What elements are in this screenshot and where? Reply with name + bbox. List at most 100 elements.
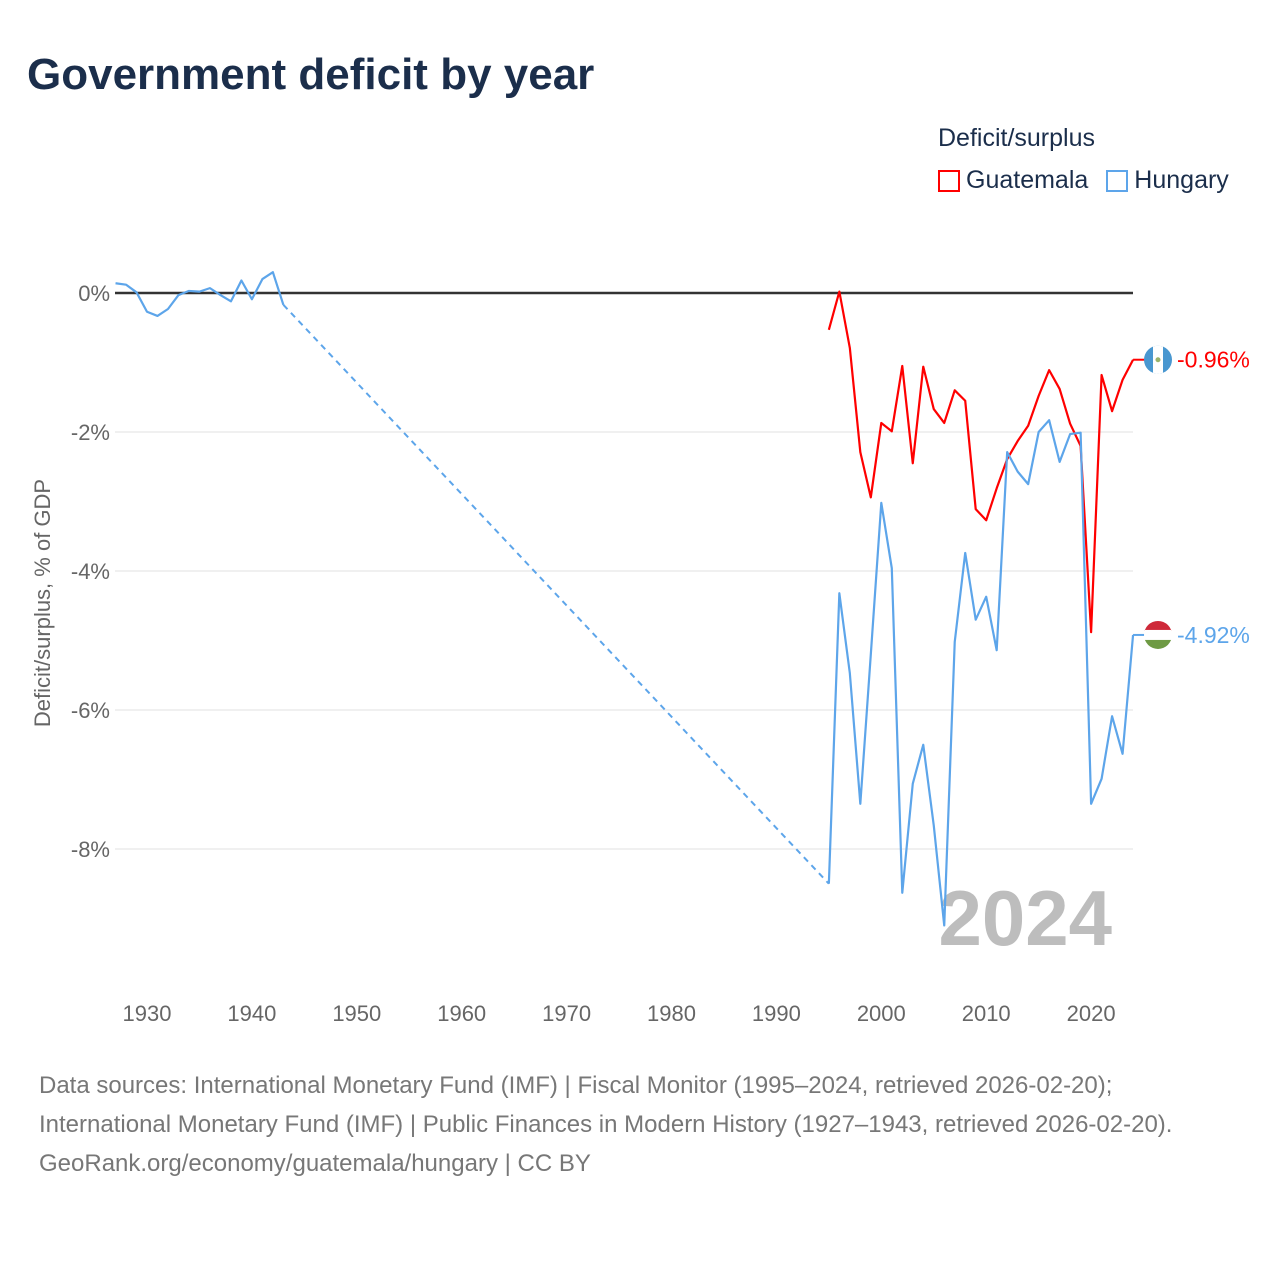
x-tick-label: 1980 <box>647 1001 696 1026</box>
data-point-guatemala <box>952 388 957 393</box>
data-point-guatemala <box>1120 377 1125 382</box>
y-axis-label: Deficit/surplus, % of GDP <box>30 479 55 727</box>
data-point-hungary <box>931 823 936 828</box>
data-point-hungary <box>145 309 150 314</box>
page-title: Government deficit by year <box>27 50 595 99</box>
data-point-hungary <box>1078 430 1083 435</box>
data-point-hungary <box>1068 432 1073 437</box>
data-point-hungary <box>176 293 181 298</box>
data-point-guatemala <box>1036 393 1041 398</box>
gap-line-hungary <box>282 304 830 885</box>
data-point-guatemala <box>921 364 926 369</box>
data-point-guatemala <box>826 327 831 332</box>
data-point-hungary <box>260 277 265 282</box>
data-point-hungary <box>910 781 915 786</box>
flag-body <box>1144 620 1172 649</box>
y-tick-label: -8% <box>71 837 110 862</box>
data-point-hungary <box>1089 801 1094 806</box>
year-watermark: 2024 <box>938 874 1112 962</box>
data-point-hungary <box>281 302 286 307</box>
flag-stripe <box>1144 629 1172 640</box>
data-point-hungary <box>952 639 957 644</box>
data-point-guatemala <box>1089 630 1094 635</box>
legend: Guatemala Hungary <box>938 166 1229 195</box>
data-point-hungary <box>847 671 852 676</box>
data-point-hungary <box>1036 430 1041 435</box>
data-point-hungary <box>963 550 968 555</box>
series-line-guatemala <box>827 290 1135 634</box>
data-point-hungary <box>879 500 884 505</box>
data-point-hungary <box>239 278 244 283</box>
data-point-hungary <box>218 293 223 298</box>
data-point-hungary <box>1047 418 1052 423</box>
data-point-hungary <box>858 801 863 806</box>
data-point-hungary <box>921 742 926 747</box>
data-point-hungary <box>1015 469 1020 474</box>
x-tick-label: 1940 <box>227 1001 276 1026</box>
legend-label-guatemala: Guatemala <box>966 166 1089 194</box>
data-point-hungary <box>837 591 842 596</box>
data-point-hungary <box>1026 482 1031 487</box>
legend-title: Deficit/surplus <box>938 124 1095 152</box>
data-point-hungary <box>124 282 129 287</box>
data-point-hungary <box>973 617 978 622</box>
x-tick-label: 2000 <box>857 1001 906 1026</box>
flag-guatemala-icon <box>1144 345 1172 374</box>
data-point-guatemala <box>973 507 978 512</box>
data-point-guatemala <box>984 518 989 523</box>
data-point-guatemala <box>1015 439 1020 444</box>
legend-label-hungary: Hungary <box>1134 166 1229 194</box>
data-point-guatemala <box>963 398 968 403</box>
end-label-hungary: -4.92% <box>1177 622 1250 648</box>
legend-swatch-hungary <box>1106 169 1129 192</box>
data-point-guatemala <box>879 420 884 425</box>
x-tick-label: 1970 <box>542 1001 591 1026</box>
data-point-hungary <box>889 566 894 571</box>
flag-body <box>1144 345 1172 374</box>
data-point-hungary <box>942 923 947 928</box>
data-point-hungary <box>155 313 160 318</box>
data-point-hungary <box>984 594 989 599</box>
y-tick-label: -6% <box>71 698 110 723</box>
end-label-guatemala: -0.96% <box>1177 347 1250 373</box>
data-point-guatemala <box>1026 423 1031 428</box>
x-tick-label: 1990 <box>752 1001 801 1026</box>
data-point-hungary <box>1005 450 1010 455</box>
data-point-hungary <box>994 648 999 653</box>
data-point-hungary <box>900 890 905 895</box>
data-point-hungary <box>197 289 202 294</box>
legend-item-guatemala[interactable]: Guatemala <box>938 166 1088 195</box>
data-point-guatemala <box>847 345 852 350</box>
data-point-hungary <box>1057 459 1062 464</box>
footer: Data sources: International Monetary Fun… <box>39 1066 1239 1183</box>
data-point-hungary <box>826 881 831 886</box>
x-tick-label: 1930 <box>123 1001 172 1026</box>
credit-link[interactable]: GeoRank.org/economy/guatemala/hungary | … <box>39 1150 591 1177</box>
series-line-hungary <box>115 271 285 318</box>
y-tick-label: -2% <box>71 420 110 445</box>
data-point-hungary <box>249 297 254 302</box>
data-point-hungary <box>165 306 170 311</box>
legend-item-hungary[interactable]: Hungary <box>1106 166 1229 195</box>
x-tick-label: 2020 <box>1067 1001 1116 1026</box>
flag-stripe <box>1144 639 1172 649</box>
data-point-guatemala <box>900 363 905 368</box>
data-point-guatemala <box>1099 373 1104 378</box>
data-point-guatemala <box>910 461 915 466</box>
data-point-hungary <box>207 286 212 291</box>
data-point-hungary <box>228 299 233 304</box>
legend-swatch-guatemala <box>938 169 960 192</box>
data-point-guatemala <box>837 289 842 294</box>
x-tick-label: 1960 <box>437 1001 486 1026</box>
plot-area: 0% -2% -4% -6% -8% 1930 1940 1950 1960 1970 1980 19… <box>30 271 1250 1026</box>
data-sources: Data sources: International Monetary Fun… <box>39 1072 1173 1138</box>
x-tick-label: 1950 <box>332 1001 381 1026</box>
data-point-guatemala <box>1057 386 1062 391</box>
data-point-hungary <box>113 281 118 286</box>
data-point-guatemala <box>1047 368 1052 373</box>
data-point-hungary <box>1120 751 1125 756</box>
y-tick-label: -4% <box>71 559 110 584</box>
data-point-hungary <box>1099 776 1104 781</box>
data-point-guatemala <box>931 407 936 412</box>
